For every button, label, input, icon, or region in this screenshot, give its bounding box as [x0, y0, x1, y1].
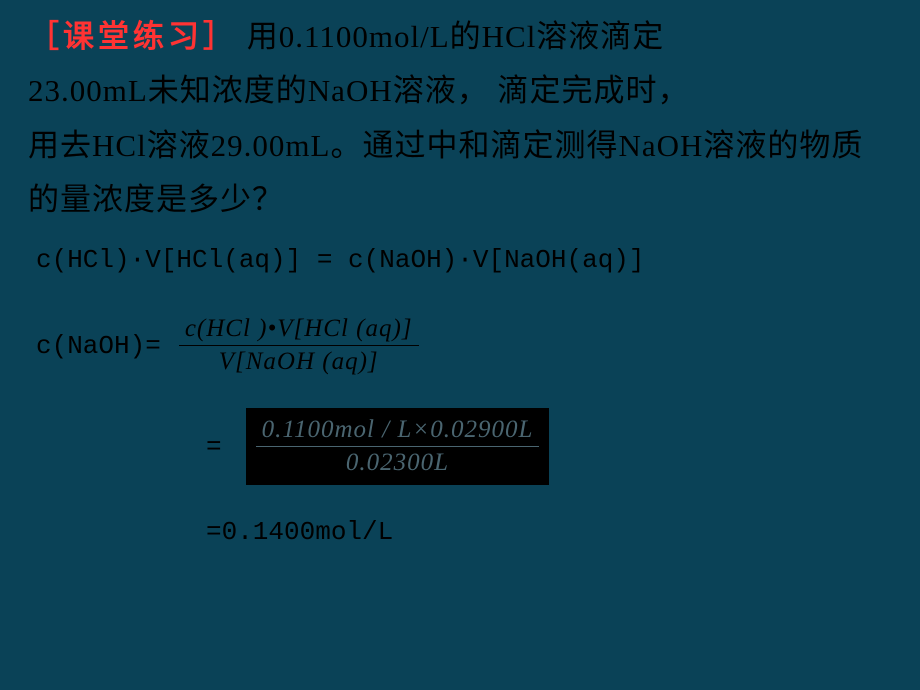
eq2-numerator: c(HCl )•V[HCl (aq)] — [179, 313, 419, 345]
equation-3-row: = 0.1100mol / L×0.02900L 0.02300L — [206, 408, 892, 485]
equation-2-row: c(NaOH)= c(HCl )•V[HCl (aq)] V[NaOH (aq)… — [36, 313, 892, 378]
eq2-left: c(NaOH)= — [36, 331, 161, 361]
equation-1: c(HCl)·V[HCl(aq)] = c(NaOH)·V[NaOH(aq)] — [36, 245, 892, 275]
eq2-denominator: V[NaOH (aq)] — [213, 346, 385, 378]
exercise-label: ［课堂练习］ — [28, 19, 238, 54]
eq3-denominator: 0.02300L — [340, 447, 455, 479]
eq3-numerator: 0.1100mol / L×0.02900L — [256, 414, 540, 446]
problem-line1: 用0.1100mol/L的HCl溶液滴定 — [238, 19, 664, 54]
eq2-fraction: c(HCl )•V[HCl (aq)] V[NaOH (aq)] — [179, 313, 419, 378]
problem-text: ［课堂练习］ 用0.1100mol/L的HCl溶液滴定 23.00mL未知浓度的… — [28, 10, 892, 227]
equation-4: =0.1400mol/L — [206, 517, 892, 547]
problem-line2: 23.00mL未知浓度的NaOH溶液， 滴定完成时， — [28, 73, 689, 108]
eq3-equals: = — [206, 432, 222, 462]
eq3-fraction: 0.1100mol / L×0.02900L 0.02300L — [256, 414, 540, 479]
boxed-fraction: 0.1100mol / L×0.02900L 0.02300L — [246, 408, 550, 485]
problem-line3: 用去HCl溶液29.00mL。通过中和滴定测得NaOH溶液的物质的量浓度是多少？ — [28, 128, 863, 217]
